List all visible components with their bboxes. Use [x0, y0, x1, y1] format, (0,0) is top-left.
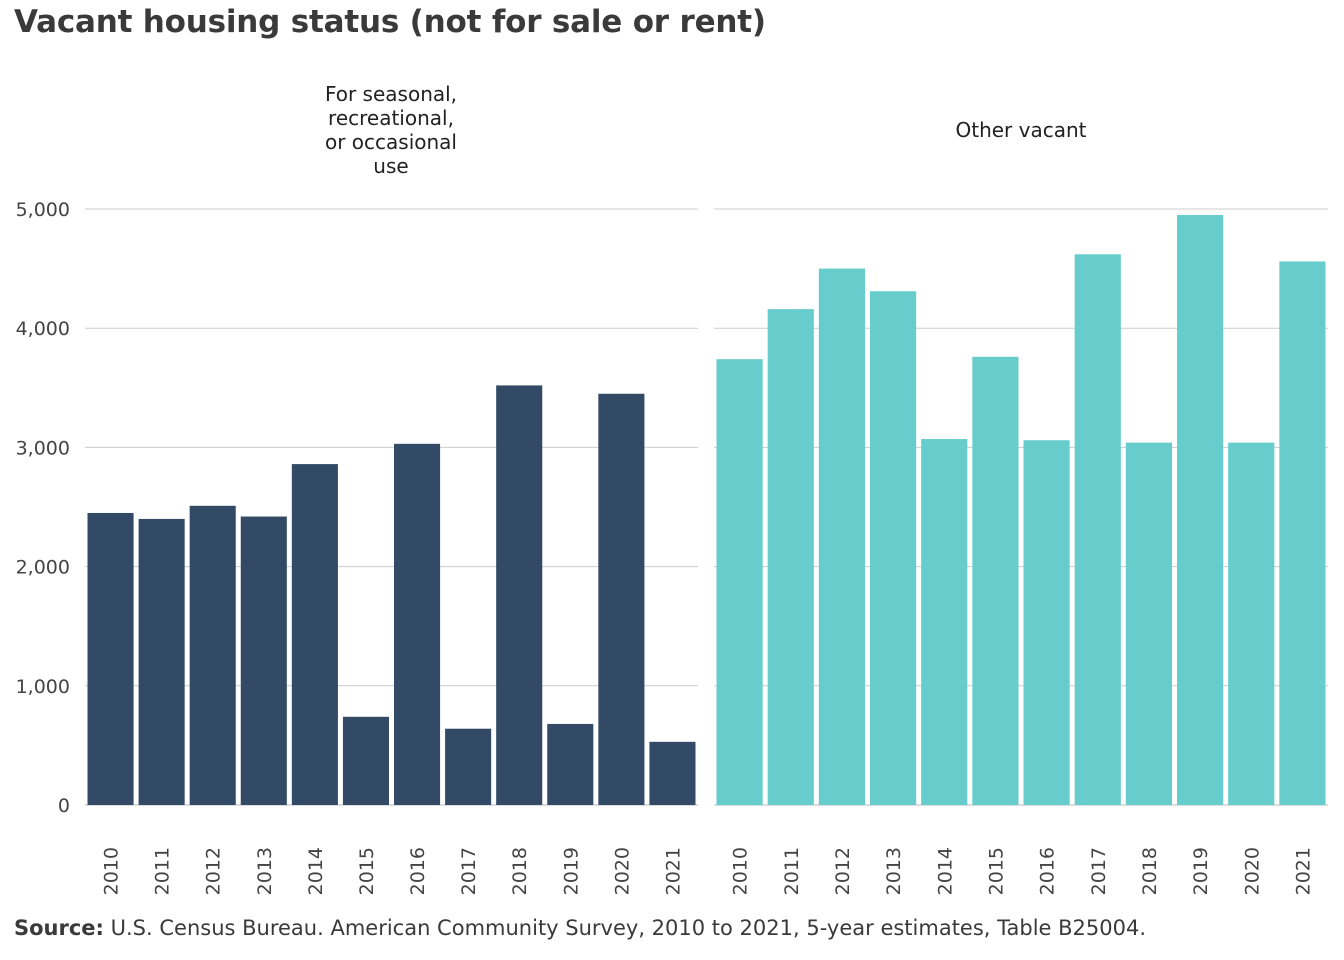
x-tick-label: 2016 [1037, 847, 1059, 895]
source-note: Source: U.S. Census Bureau. American Com… [14, 916, 1146, 940]
bar [767, 309, 814, 805]
bar [138, 518, 185, 805]
bar [716, 359, 763, 805]
bar [240, 516, 287, 805]
x-tick-label: 2015 [356, 847, 378, 895]
bar [445, 728, 492, 805]
bar [649, 741, 696, 805]
x-tick-label: 2017 [458, 847, 480, 895]
x-tick-label: 2021 [1292, 847, 1314, 895]
y-tick-label: 4,000 [16, 318, 70, 340]
x-tick-label: 2011 [781, 847, 803, 895]
source-text: U.S. Census Bureau. American Community S… [103, 916, 1147, 940]
x-tick-label: 2021 [662, 847, 684, 895]
bar [818, 268, 865, 806]
x-tick-label: 2018 [509, 847, 531, 895]
x-tick-label: 2014 [934, 847, 956, 895]
bar [1125, 442, 1172, 805]
panel-title: or occasional [325, 130, 457, 154]
panel-title: recreational, [328, 106, 454, 130]
x-tick-label: 2020 [611, 847, 633, 895]
y-tick-label: 3,000 [16, 437, 70, 459]
bar [1023, 440, 1070, 805]
x-tick-label: 2017 [1088, 847, 1110, 895]
x-tick-label: 2010 [101, 847, 123, 895]
chart-title: Vacant housing status (not for sale or r… [14, 4, 766, 40]
bar [189, 505, 236, 805]
x-tick-label: 2010 [730, 847, 752, 895]
y-tick-label: 5,000 [16, 199, 70, 221]
x-tick-label: 2013 [254, 847, 276, 895]
y-tick-label: 0 [58, 795, 70, 817]
bar [870, 291, 917, 805]
x-tick-label: 2014 [305, 847, 327, 895]
x-tick-label: 2012 [832, 847, 854, 895]
x-tick-label: 2018 [1139, 847, 1161, 895]
bar [291, 464, 338, 805]
bar [921, 439, 968, 805]
bar [598, 393, 645, 805]
x-tick-label: 2012 [203, 847, 225, 895]
x-tick-label: 2019 [560, 847, 582, 895]
bar [1228, 442, 1275, 805]
panel-title: Other vacant [955, 118, 1086, 142]
x-tick-label: 2015 [985, 847, 1007, 895]
x-tick-label: 2020 [1241, 847, 1263, 895]
x-tick-label: 2011 [152, 847, 174, 895]
bar [496, 385, 543, 805]
x-tick-label: 2019 [1190, 847, 1212, 895]
panel-title: use [373, 154, 408, 178]
y-tick-label: 1,000 [16, 676, 70, 698]
bar [87, 512, 134, 805]
y-tick-label: 2,000 [16, 557, 70, 579]
panel-title: For seasonal, [325, 82, 457, 106]
bar [1074, 254, 1121, 805]
bar [342, 716, 389, 805]
bar [1279, 261, 1326, 805]
bar [972, 356, 1019, 805]
bar [1177, 214, 1224, 805]
bar [394, 443, 441, 805]
bar [547, 723, 594, 805]
x-tick-label: 2013 [883, 847, 905, 895]
x-tick-label: 2016 [407, 847, 429, 895]
source-label: Source: [14, 916, 104, 940]
